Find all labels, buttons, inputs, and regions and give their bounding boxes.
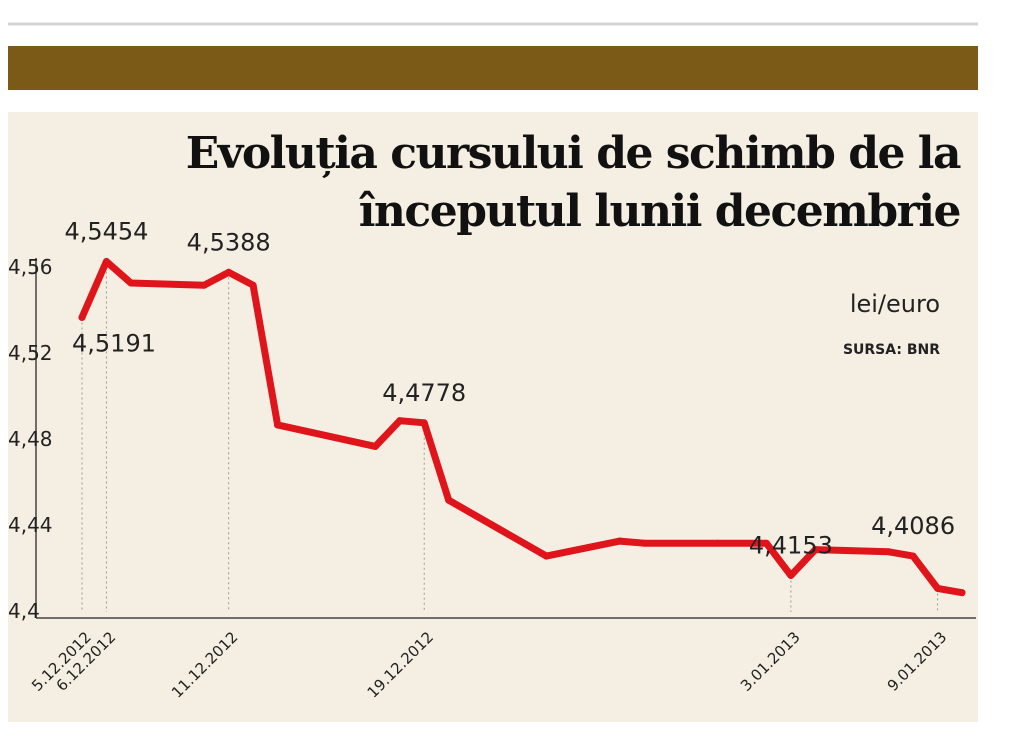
data-point <box>616 537 624 545</box>
chart-title-line-2: începutul lunii decembrie <box>359 186 960 237</box>
data-point <box>249 281 257 289</box>
data-label: 4,4086 <box>871 512 955 540</box>
header-band <box>8 46 978 90</box>
y-axis-ticks: 4,56 4,52 4,48 4,44 4,4 <box>8 255 53 623</box>
chart-title-line-1: Evoluția cursului de schimb de la <box>186 128 961 179</box>
data-point <box>787 571 795 579</box>
data-point <box>396 417 404 425</box>
data-label: 4,5191 <box>72 329 156 357</box>
guide-lines <box>81 261 939 612</box>
data-point <box>420 419 428 427</box>
chart-background <box>8 112 978 722</box>
data-point <box>371 442 379 450</box>
data-point <box>542 552 550 560</box>
data-point <box>934 584 942 592</box>
data-point <box>811 546 819 554</box>
data-label: 4,5388 <box>187 228 271 256</box>
series-group <box>78 258 966 597</box>
data-point <box>127 279 135 287</box>
data-point <box>225 268 233 276</box>
data-point <box>762 539 770 547</box>
data-point <box>714 539 722 547</box>
data-label: 4,4778 <box>382 379 466 407</box>
source-label: SURSA: BNR <box>843 342 940 358</box>
y-tick-label: 4,52 <box>8 341 53 365</box>
data-point <box>958 589 966 597</box>
y-tick-label: 4,48 <box>8 427 53 451</box>
data-point <box>78 313 86 321</box>
data-point <box>274 421 282 429</box>
data-point <box>885 548 893 556</box>
data-label: 4,5454 <box>64 218 148 246</box>
data-point <box>909 552 917 560</box>
series-line <box>78 258 966 597</box>
data-point <box>640 539 648 547</box>
data-label: 4,4153 <box>749 531 833 559</box>
y-tick-label: 4,4 <box>8 599 40 623</box>
data-point <box>102 258 110 266</box>
unit-label: lei/euro <box>850 290 940 318</box>
axes <box>35 258 976 619</box>
data-point <box>200 281 208 289</box>
y-tick-label: 4,56 <box>8 255 53 279</box>
y-tick-label: 4,44 <box>8 513 53 537</box>
data-labels: 4,5191 4,5454 4,5388 4,4778 4,4153 4,4086 <box>64 218 955 560</box>
data-point <box>445 496 453 504</box>
